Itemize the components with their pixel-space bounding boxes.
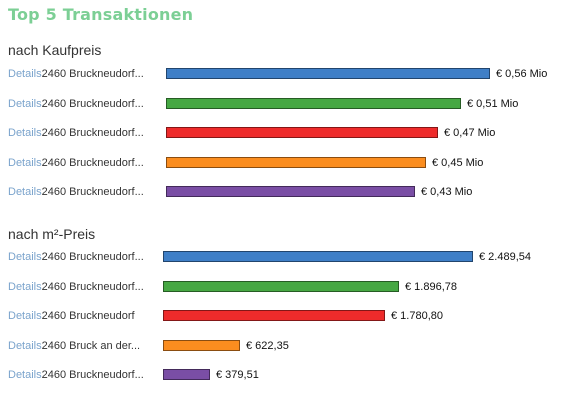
bar (166, 186, 415, 197)
data-label: € 0,43 Mio (421, 186, 473, 198)
details-link[interactable]: Details (8, 68, 42, 80)
data-label: € 1.780,80 (391, 310, 443, 322)
category-label: 2460 Bruckneudorf... (41, 369, 144, 381)
details-link[interactable]: Details (8, 156, 42, 169)
bar (163, 251, 473, 262)
chart-title-0: nach Kaufpreis (8, 42, 102, 58)
bar (166, 156, 426, 168)
bar (163, 369, 210, 380)
bar (163, 280, 399, 292)
category-label: 2460 Bruckneudorf... (41, 127, 144, 139)
tick-label: Details2460 Bruckneudorf... (8, 368, 144, 382)
bar (163, 310, 385, 321)
category-label: 2460 Bruckneudorf... (41, 251, 144, 263)
details-link[interactable]: Details (8, 251, 42, 263)
data-label: € 0,47 Mio (444, 127, 496, 139)
tick-label: Details2460 Bruckneudorf... (8, 250, 144, 264)
data-label: € 0,51 Mio (467, 97, 519, 110)
details-link[interactable]: Details (8, 339, 42, 352)
data-label: € 622,35 (246, 339, 289, 352)
tick-label: Details2460 Bruckneudorf... (8, 97, 144, 111)
tick-label: Details2460 Bruck an der... (8, 339, 140, 353)
details-link[interactable]: Details (8, 97, 42, 110)
category-label: 2460 Bruckneudorf... (41, 280, 144, 293)
details-link[interactable]: Details (8, 310, 42, 322)
category-label: 2460 Bruckneudorf (41, 310, 135, 322)
details-link[interactable]: Details (8, 186, 42, 198)
bar (166, 68, 490, 79)
bar (163, 339, 240, 351)
tick-label: Details2460 Bruckneudorf... (8, 185, 144, 199)
bar (166, 97, 461, 109)
data-label: € 1.896,78 (405, 280, 457, 293)
tick-label: Details2460 Bruckneudorf... (8, 156, 144, 170)
category-label: 2460 Bruckneudorf... (41, 186, 144, 198)
data-label: € 0,56 Mio (496, 68, 548, 80)
tick-label: Details2460 Bruckneudorf... (8, 280, 144, 294)
tick-label: Details2460 Bruckneudorf... (8, 67, 144, 81)
details-link[interactable]: Details (8, 127, 42, 139)
bar (166, 127, 438, 138)
details-link[interactable]: Details (8, 369, 42, 381)
page-title: Top 5 Transaktionen (8, 5, 194, 24)
details-link[interactable]: Details (8, 280, 42, 293)
category-label: 2460 Bruckneudorf... (41, 156, 144, 169)
data-label: € 0,45 Mio (432, 156, 484, 169)
category-label: 2460 Bruckneudorf... (41, 97, 144, 110)
tick-label: Details2460 Bruckneudorf (8, 309, 135, 323)
tick-label: Details2460 Bruckneudorf... (8, 126, 144, 140)
chart-title-1: nach m²-Preis (8, 226, 96, 242)
data-label: € 379,51 (216, 369, 259, 381)
category-label: 2460 Bruck an der... (41, 339, 141, 352)
data-label: € 2.489,54 (479, 251, 531, 263)
category-label: 2460 Bruckneudorf... (41, 68, 144, 80)
